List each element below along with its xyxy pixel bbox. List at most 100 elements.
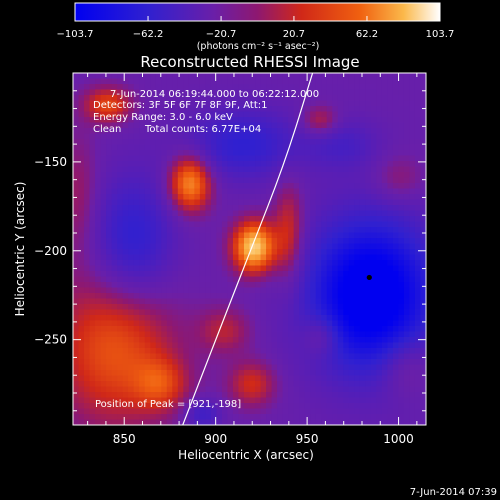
- heatmap-cell: [359, 287, 366, 294]
- heatmap-cell: [227, 271, 234, 278]
- heatmap-cell: [315, 271, 322, 278]
- heatmap-cell: [133, 243, 140, 250]
- heatmap-cell: [365, 111, 372, 118]
- heatmap-cell: [282, 166, 289, 173]
- heatmap-cell: [221, 408, 229, 415]
- heatmap-cell: [370, 408, 377, 415]
- heatmap-cell: [299, 100, 306, 107]
- heatmap-cell: [387, 342, 394, 349]
- heatmap-cell: [337, 265, 344, 272]
- heatmap-cell: [216, 89, 223, 96]
- heatmap-cell: [293, 144, 300, 151]
- heatmap-cell: [299, 342, 306, 349]
- heatmap-cell: [216, 221, 223, 228]
- heatmap-cell: [282, 260, 289, 267]
- heatmap-cell: [172, 320, 179, 327]
- heatmap-cell: [414, 397, 422, 404]
- heatmap-cell: [288, 89, 295, 96]
- heatmap-cell: [238, 348, 245, 355]
- heatmap-cell: [409, 370, 416, 377]
- heatmap-cell: [398, 161, 405, 168]
- heatmap-cell: [271, 326, 278, 333]
- heatmap-cell: [111, 106, 118, 113]
- heatmap-cell: [414, 117, 422, 124]
- heatmap-cell: [89, 386, 96, 393]
- heatmap-cell: [370, 348, 377, 355]
- heatmap-cell: [277, 144, 284, 151]
- heatmap-cell: [144, 106, 151, 113]
- heatmap-cell: [414, 100, 422, 107]
- heatmap-cell: [365, 172, 372, 179]
- heatmap-cell: [354, 342, 361, 349]
- colorbar-ticks: −103.7 −62.2 −20.7 20.7 62.2 103.7: [56, 16, 454, 40]
- heatmap-cell: [117, 243, 124, 250]
- heatmap-cell: [111, 155, 118, 162]
- energy-range-label: Energy Range: 3.0 - 6.0 keV: [93, 112, 233, 123]
- heatmap-cell: [409, 122, 416, 129]
- heatmap-cell: [155, 89, 162, 96]
- heatmap-cell: [365, 249, 372, 256]
- heatmap-cell: [271, 337, 278, 344]
- heatmap-cell: [144, 342, 151, 349]
- heatmap-cell: [210, 199, 218, 206]
- heatmap-cell: [420, 117, 426, 124]
- heatmap-cell: [392, 414, 400, 421]
- heatmap-cell: [238, 408, 245, 415]
- heatmap-cell: [348, 221, 355, 228]
- heatmap-cell: [359, 238, 366, 245]
- heatmap-cell: [304, 386, 311, 393]
- heatmap-cell: [409, 326, 416, 333]
- heatmap-cell: [89, 122, 96, 129]
- heatmap-cell: [205, 128, 212, 135]
- heatmap-cell: [128, 342, 135, 349]
- heatmap-cell: [84, 221, 91, 228]
- heatmap-cell: [249, 227, 256, 234]
- heatmap-cell: [243, 276, 251, 283]
- heatmap-cell: [177, 172, 184, 179]
- heatmap-cell: [299, 331, 306, 338]
- heatmap-cell: [84, 205, 91, 212]
- heatmap-cell: [155, 84, 162, 91]
- heatmap-cell: [161, 89, 168, 96]
- heatmap-cell: [403, 381, 411, 388]
- heatmap-cell: [117, 232, 124, 239]
- heatmap-cell: [150, 100, 157, 107]
- heatmap-cell: [117, 128, 124, 135]
- heatmap-cell: [122, 100, 129, 107]
- heatmap-cell: [293, 128, 300, 135]
- heatmap-cell: [188, 161, 195, 168]
- heatmap-cell: [188, 100, 195, 107]
- heatmap-cell: [232, 359, 240, 366]
- heatmap-cell: [199, 386, 206, 393]
- heatmap-cell: [133, 216, 140, 223]
- heatmap-cell: [332, 260, 339, 267]
- heatmap-cell: [354, 128, 361, 135]
- heatmap-cell: [117, 309, 124, 316]
- heatmap-cell: [376, 249, 383, 256]
- heatmap-cell: [205, 298, 212, 305]
- heatmap-cell: [238, 139, 245, 146]
- heatmap-cell: [282, 364, 289, 371]
- heatmap-cell: [227, 370, 234, 377]
- heatmap-cell: [370, 375, 377, 382]
- heatmap-cell: [150, 315, 157, 322]
- heatmap-cell: [420, 155, 426, 162]
- heatmap-cell: [183, 271, 190, 278]
- heatmap-cell: [255, 337, 262, 344]
- heatmap-cell: [172, 89, 179, 96]
- heatmap-cell: [139, 232, 146, 239]
- heatmap-cell: [238, 73, 245, 80]
- heatmap-cell: [194, 139, 201, 146]
- heatmap-cell: [139, 414, 146, 421]
- heatmap-cell: [172, 414, 179, 421]
- heatmap-cell: [282, 353, 289, 360]
- heatmap-cell: [299, 111, 306, 118]
- heatmap-cell: [354, 348, 361, 355]
- heatmap-cell: [210, 386, 218, 393]
- heatmap-cell: [117, 331, 124, 338]
- heatmap-cell: [403, 386, 411, 393]
- heatmap-cell: [144, 73, 151, 80]
- heatmap-cell: [95, 144, 102, 151]
- heatmap-cell: [177, 216, 184, 223]
